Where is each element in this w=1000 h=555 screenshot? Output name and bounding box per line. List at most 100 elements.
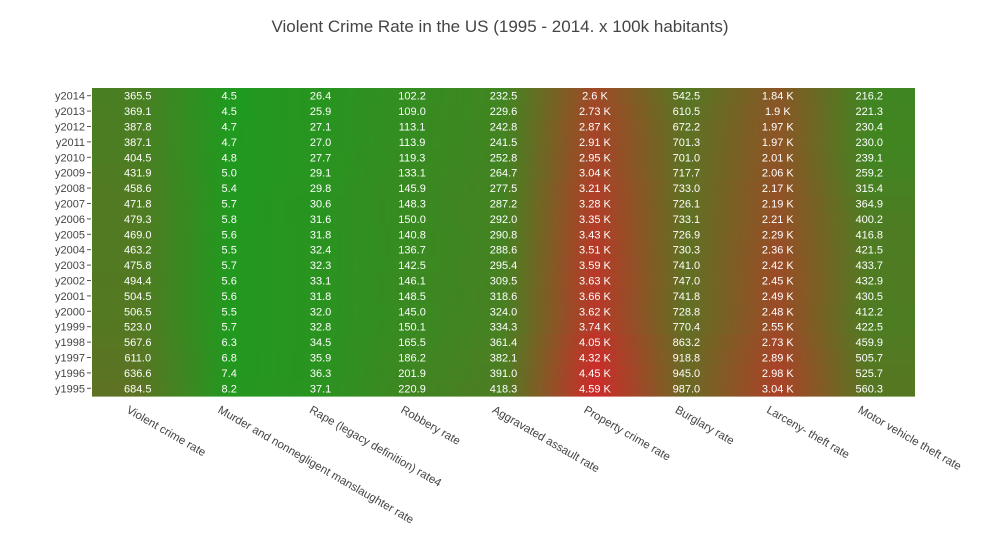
cell-value-label: 717.7 xyxy=(673,168,701,180)
heatmap-row-y2010 xyxy=(92,149,915,166)
cell-value-label: 2.19 K xyxy=(762,199,794,211)
cell-value-label: 2.55 K xyxy=(762,322,794,334)
cell-value-label: 32.0 xyxy=(310,306,331,318)
x-tick-label: Robbery rate xyxy=(399,404,463,448)
cell-value-label: 505.7 xyxy=(856,353,884,365)
cell-value-label: 239.1 xyxy=(856,152,884,164)
cell-value-label: 119.3 xyxy=(399,152,426,164)
cell-value-label: 3.74 K xyxy=(579,322,611,334)
y-tick-label: y1999 xyxy=(55,322,85,334)
heatmap-row-y2007 xyxy=(92,195,915,212)
cell-value-label: 292.0 xyxy=(490,214,518,226)
cell-value-label: 318.6 xyxy=(490,291,518,303)
y-tick-label: y2005 xyxy=(55,229,85,241)
cell-value-label: 232.5 xyxy=(490,91,518,103)
cell-value-label: 506.5 xyxy=(124,306,152,318)
heatmap-row-y2014 xyxy=(92,88,915,104)
cell-value-label: 701.0 xyxy=(673,152,701,164)
cell-value-label: 361.4 xyxy=(490,337,518,349)
cell-value-label: 4.5 xyxy=(222,91,237,103)
cell-value-label: 3.21 K xyxy=(579,183,611,195)
cell-value-label: 2.87 K xyxy=(579,122,611,134)
y-tick-label: y1996 xyxy=(55,368,85,380)
cell-value-label: 611.0 xyxy=(124,353,151,365)
cell-value-label: 728.8 xyxy=(673,306,701,318)
cell-value-label: 3.59 K xyxy=(579,260,611,272)
cell-value-label: 229.6 xyxy=(490,106,518,118)
cell-value-label: 146.1 xyxy=(398,276,426,288)
y-tick-label: y2003 xyxy=(55,260,85,272)
cell-value-label: 259.2 xyxy=(856,168,884,180)
heatmap-row-y2002 xyxy=(92,272,915,289)
cell-value-label: 37.1 xyxy=(310,383,331,395)
heatmap-row-y2001 xyxy=(92,288,915,305)
chart-title: Violent Crime Rate in the US (1995 - 201… xyxy=(271,17,729,36)
cell-value-label: 4.8 xyxy=(222,152,237,164)
y-tick-label: y2014 xyxy=(55,91,85,103)
heatmap-row-y1997 xyxy=(92,349,915,366)
cell-value-label: 382.1 xyxy=(490,353,518,365)
cell-value-label: 25.9 xyxy=(310,106,331,118)
cell-value-label: 3.28 K xyxy=(579,199,611,211)
cell-value-label: 230.4 xyxy=(856,122,884,134)
cell-value-label: 463.2 xyxy=(124,245,152,257)
x-tick-label: Property crime rate xyxy=(581,404,672,463)
cell-value-label: 365.5 xyxy=(124,91,152,103)
cell-value-label: 6.3 xyxy=(222,337,237,349)
y-tick-label: y2012 xyxy=(55,122,85,134)
cell-value-label: 148.5 xyxy=(398,291,426,303)
cell-value-label: 26.4 xyxy=(310,91,331,103)
cell-value-label: 4.59 K xyxy=(579,383,611,395)
cell-value-label: 150.1 xyxy=(398,322,426,334)
cell-value-label: 2.42 K xyxy=(762,260,794,272)
cell-value-label: 2.73 K xyxy=(579,106,611,118)
cell-value-label: 400.2 xyxy=(856,214,884,226)
cell-value-label: 32.4 xyxy=(310,245,331,257)
cell-value-label: 3.43 K xyxy=(579,229,611,241)
cell-value-label: 479.3 xyxy=(124,214,152,226)
cell-value-label: 29.8 xyxy=(310,183,331,195)
cell-value-label: 2.21 K xyxy=(762,214,794,226)
cell-value-label: 469.0 xyxy=(124,229,152,241)
cell-value-label: 2.29 K xyxy=(762,229,794,241)
cell-value-label: 3.04 K xyxy=(579,168,611,180)
cell-value-label: 560.3 xyxy=(856,383,884,395)
cell-value-label: 8.2 xyxy=(222,383,237,395)
cell-value-label: 5.0 xyxy=(222,168,237,180)
cell-value-label: 4.5 xyxy=(222,106,237,118)
y-tick-label: y2008 xyxy=(55,183,85,195)
heatmap-row-y2008 xyxy=(92,180,915,197)
cell-value-label: 109.0 xyxy=(398,106,426,118)
cell-value-label: 33.1 xyxy=(310,276,331,288)
cell-value-label: 165.5 xyxy=(398,337,426,349)
cell-value-label: 31.8 xyxy=(310,229,331,241)
x-tick-label: Violent crime rate xyxy=(124,404,207,459)
cell-value-label: 4.7 xyxy=(222,122,237,134)
cell-value-label: 241.5 xyxy=(490,137,518,149)
cell-value-label: 148.3 xyxy=(398,199,426,211)
cell-value-label: 186.2 xyxy=(398,353,426,365)
cell-value-label: 458.6 xyxy=(124,183,152,195)
cell-value-label: 145.0 xyxy=(398,306,426,318)
cell-value-label: 421.5 xyxy=(856,245,884,257)
cell-value-label: 2.6 K xyxy=(582,91,608,103)
cell-value-label: 27.1 xyxy=(310,122,331,134)
cell-value-label: 277.5 xyxy=(490,183,518,195)
cell-value-label: 142.5 xyxy=(398,260,426,272)
cell-value-label: 3.62 K xyxy=(579,306,611,318)
cell-value-label: 1.97 K xyxy=(762,122,794,134)
heatmap-row-y2013 xyxy=(92,103,915,120)
cell-value-label: 2.01 K xyxy=(762,152,794,164)
cell-value-label: 391.0 xyxy=(490,368,518,380)
cell-value-label: 404.5 xyxy=(124,152,152,164)
cell-value-label: 471.8 xyxy=(124,199,152,211)
cell-value-label: 150.0 xyxy=(398,214,426,226)
cell-value-label: 2.73 K xyxy=(762,337,794,349)
cell-value-label: 2.45 K xyxy=(762,276,794,288)
cell-value-label: 459.9 xyxy=(856,337,884,349)
cell-value-label: 324.0 xyxy=(490,306,518,318)
heatmap-row-y1998 xyxy=(92,334,915,351)
cell-value-label: 2.95 K xyxy=(579,152,611,164)
cell-value-label: 730.3 xyxy=(673,245,701,257)
